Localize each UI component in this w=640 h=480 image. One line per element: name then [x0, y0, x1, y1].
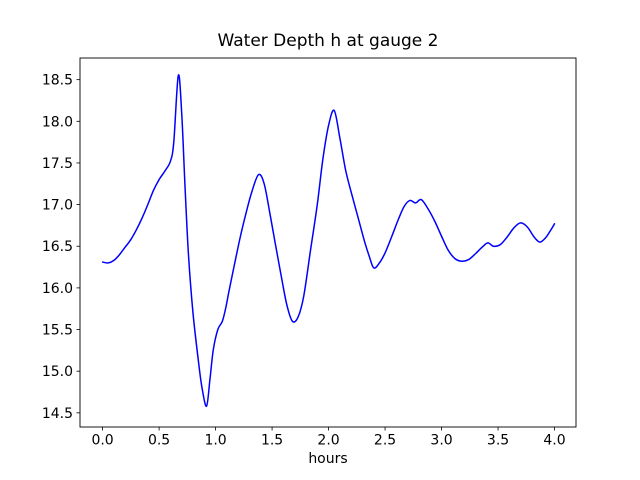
x-tick-label: 2.5 — [374, 433, 396, 449]
plot-frame — [79, 57, 577, 428]
x-tick-label: 1.0 — [204, 433, 226, 449]
x-tick-label: 4.0 — [543, 433, 565, 449]
x-tick-label: 2.0 — [317, 433, 339, 449]
y-tick-label: 17.0 — [42, 198, 73, 214]
x-tick-label: 3.0 — [430, 433, 452, 449]
y-tick-label: 17.5 — [42, 156, 73, 172]
y-tick-label: 18.0 — [42, 114, 73, 130]
y-tick-label: 16.5 — [42, 239, 73, 255]
x-tick-label: 0.5 — [148, 433, 170, 449]
x-tick-label: 3.5 — [487, 433, 509, 449]
y-tick-label: 15.5 — [42, 323, 73, 339]
x-tick-label: 1.5 — [261, 433, 283, 449]
data-line-series — [101, 74, 556, 407]
y-tick-label: 15.0 — [42, 364, 73, 380]
y-tick-label: 14.5 — [42, 406, 73, 422]
chart-title: Water Depth h at gauge 2 — [218, 31, 439, 51]
y-tick-label: 18.5 — [42, 73, 73, 89]
x-axis-label: hours — [308, 451, 347, 467]
y-tick-label: 16.0 — [42, 281, 73, 297]
x-tick-label: 0.0 — [91, 433, 113, 449]
